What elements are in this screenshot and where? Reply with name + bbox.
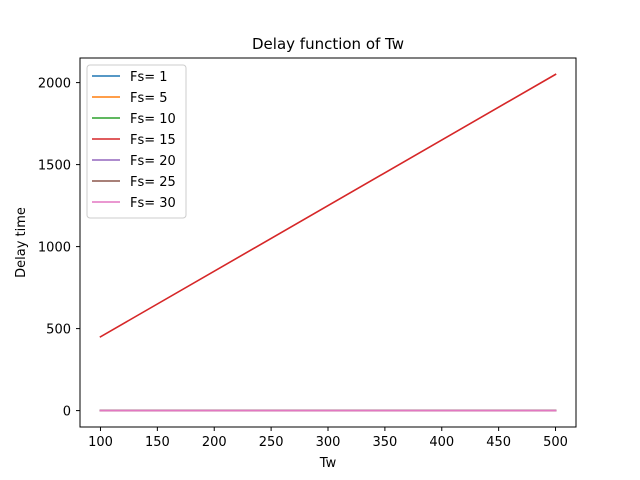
legend-label: Fs= 15: [130, 133, 176, 148]
legend-item: Fs= 25: [92, 175, 176, 190]
series-layer: [99, 73, 557, 412]
x-tick-label: 250: [259, 435, 284, 450]
legend-label: Fs= 10: [130, 112, 176, 127]
x-tick-label: 100: [88, 435, 113, 450]
legend-label: Fs= 20: [130, 154, 176, 169]
legend-label: Fs= 25: [130, 175, 176, 190]
series-line-4: [99, 73, 557, 338]
x-tick-label: 350: [372, 435, 397, 450]
x-tick-label: 450: [486, 435, 511, 450]
legend-item: Fs= 10: [92, 112, 176, 127]
legend-box: [86, 64, 187, 219]
x-tick-label: 200: [202, 435, 227, 450]
y-axis: 0 500 1000 1500 2000: [38, 77, 80, 420]
legend-item: Fs= 30: [92, 196, 176, 211]
chart-title: Delay function of Tw: [252, 35, 404, 53]
plot-frame: [79, 57, 577, 428]
legend-label: Fs= 1: [130, 70, 168, 85]
x-tick-label: 400: [429, 435, 454, 450]
legend-label: Fs= 5: [130, 91, 168, 106]
y-tick-label: 2000: [38, 77, 71, 92]
legend-item: Fs= 15: [92, 133, 176, 148]
legend-item: Fs= 1: [92, 70, 168, 85]
y-tick-label: 0: [63, 405, 71, 420]
y-tick-label: 1000: [38, 241, 71, 256]
legend-item: Fs= 5: [92, 91, 168, 106]
legend-label: Fs= 30: [130, 196, 176, 211]
legend: Fs= 1 Fs= 5 Fs= 10 Fs= 15 Fs= 20 Fs= 25 Fs= 30: [86, 64, 187, 219]
x-tick-label: 150: [145, 435, 170, 450]
x-tick-label: 300: [316, 435, 341, 450]
legend-item: Fs= 20: [92, 154, 176, 169]
x-axis-label: Tw: [319, 456, 337, 471]
y-axis-label: Delay time: [14, 207, 29, 278]
x-tick-label: 500: [543, 435, 568, 450]
y-tick-label: 1500: [38, 159, 71, 174]
x-axis: 100 150 200 250 300 350 400 450 500: [88, 427, 568, 450]
y-tick-label: 500: [46, 323, 71, 338]
